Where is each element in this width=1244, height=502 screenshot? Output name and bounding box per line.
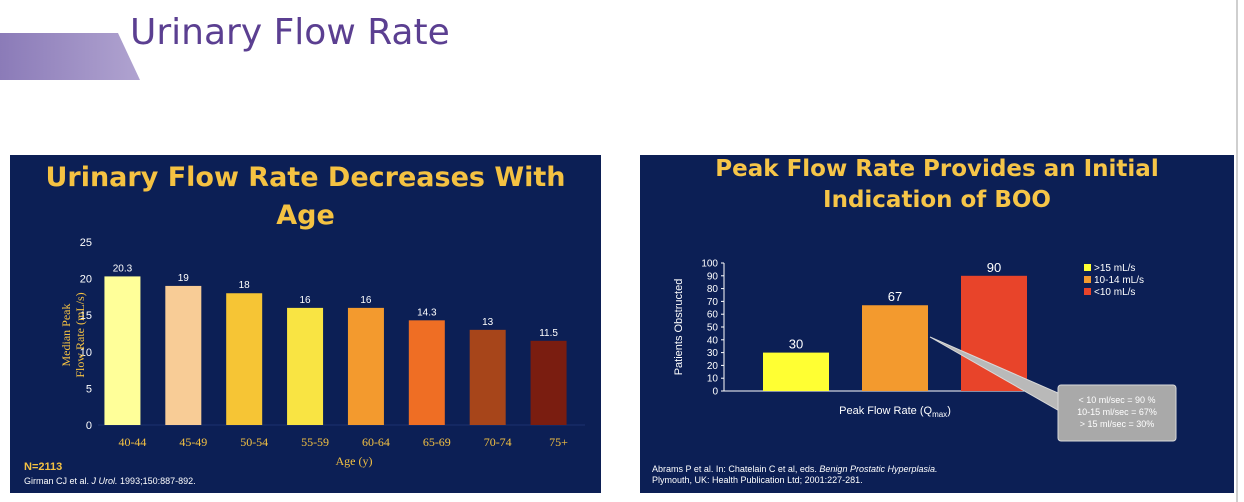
right-chart-title-line1: Peak Flow Rate Provides an Initial (715, 156, 1159, 182)
left-chart-title-line2: Age (276, 200, 335, 231)
slide-right-border (1236, 0, 1238, 502)
bar-value-label: 18 (239, 280, 251, 291)
y-tick-label: 15 (80, 310, 92, 322)
right-chart-title-line2: Indication of BOO (823, 187, 1051, 213)
bar-55-59 (287, 307, 324, 425)
y-tick-label: 0 (712, 387, 718, 398)
x-tick-label: 70-74 (484, 435, 512, 449)
right-chart-panel: Peak Flow Rate Provides an Initial Indic… (640, 155, 1234, 493)
callout-line: 10-15 ml/sec = 67% (1077, 407, 1157, 417)
bar-75+ (530, 340, 567, 425)
y-tick-label: 0 (86, 420, 92, 432)
x-tick-label: 65-69 (423, 435, 451, 449)
legend-entry: <10 mL/s (1094, 287, 1135, 298)
y-tick-label: 30 (707, 348, 719, 359)
bar-value-label: 16 (300, 295, 312, 306)
legend-swatch (1084, 276, 1091, 283)
y-tick-label: 10 (80, 347, 92, 359)
y-tick-label: 50 (707, 323, 719, 334)
left-citation: Girman CJ et al. J Urol. 1993;150:887-89… (24, 476, 196, 486)
x-tick-label: 45-49 (179, 435, 207, 449)
y-axis-label: Patients Obstructed (673, 279, 685, 376)
y-axis-label-line2: Flow Rate (mL/s) (73, 292, 87, 377)
legend-entry: >15 mL/s (1094, 263, 1135, 274)
sample-size-label: N=2113 (24, 461, 63, 473)
y-tick-label: 100 (701, 259, 718, 270)
left-chart-title-line1: Urinary Flow Rate Decreases With (45, 162, 566, 193)
x-tick-label: 50-54 (240, 435, 268, 449)
bar-value-label: 16 (360, 295, 372, 306)
y-tick-label: 20 (80, 274, 92, 286)
bar-60-64 (347, 307, 384, 425)
bar->15 mL/s (763, 352, 829, 391)
left-chart-panel: Urinary Flow Rate Decreases With Age 0 5 1… (10, 155, 601, 493)
y-tick-label: 5 (86, 383, 92, 395)
y-axis-label-line1: Median Peak (59, 304, 73, 367)
bar-65-69 (408, 320, 445, 425)
y-tick-label: 60 (707, 310, 719, 321)
y-tick-label: 40 (707, 335, 719, 346)
bar-value-label: 11.5 (539, 328, 558, 339)
x-tick-label: 55-59 (301, 435, 329, 449)
right-citation-line2: Plymouth, UK: Health Publication Ltd; 20… (652, 475, 863, 485)
callout-line: > 15 ml/sec = 30% (1080, 419, 1155, 429)
bar-70-74 (469, 329, 506, 425)
x-tick-label: 75+ (549, 435, 568, 449)
y-tick-label: 10 (707, 374, 719, 385)
x-tick-label: 60-64 (362, 435, 390, 449)
bar-value-label: 20.3 (113, 263, 133, 274)
bar-value-label: 19 (178, 273, 190, 284)
y-tick-label: 70 (707, 297, 719, 308)
bar-value-label: 13 (482, 317, 494, 328)
legend-swatch (1084, 264, 1091, 271)
bar-value-label: 30 (789, 337, 803, 352)
y-tick-label: 25 (80, 237, 92, 249)
right-citation-line1: Abrams P et al. In: Chatelain C et al, e… (652, 464, 938, 474)
legend-entry: 10-14 mL/s (1094, 275, 1144, 286)
bar-45-49 (165, 285, 202, 425)
bar-value-label: 90 (987, 260, 1001, 275)
callout-box (1057, 384, 1177, 442)
bar-10-14 mL/s (862, 305, 928, 391)
callout-line: < 10 ml/sec = 90 % (1078, 395, 1155, 405)
bar-value-label: 67 (888, 289, 902, 304)
bar-40-44 (104, 276, 141, 425)
bar-value-label: 14.3 (417, 307, 437, 318)
y-tick-label: 20 (707, 361, 719, 372)
legend-swatch (1084, 288, 1091, 295)
y-tick-label: 80 (707, 284, 719, 295)
x-tick-label: 40-44 (118, 435, 146, 449)
bar-50-54 (226, 293, 263, 425)
x-axis-label: Peak Flow Rate (Qmax) (839, 405, 951, 419)
left-bar-chart: 0 5 10 15 20 25 20.3 40-44 19 45-49 18 50-54 16 55-59… (59, 237, 585, 468)
slide-title: Urinary Flow Rate (130, 12, 450, 53)
y-tick-label: 90 (707, 271, 719, 282)
x-axis-label: Age (y) (336, 454, 373, 468)
title-tab-shape (0, 33, 140, 80)
